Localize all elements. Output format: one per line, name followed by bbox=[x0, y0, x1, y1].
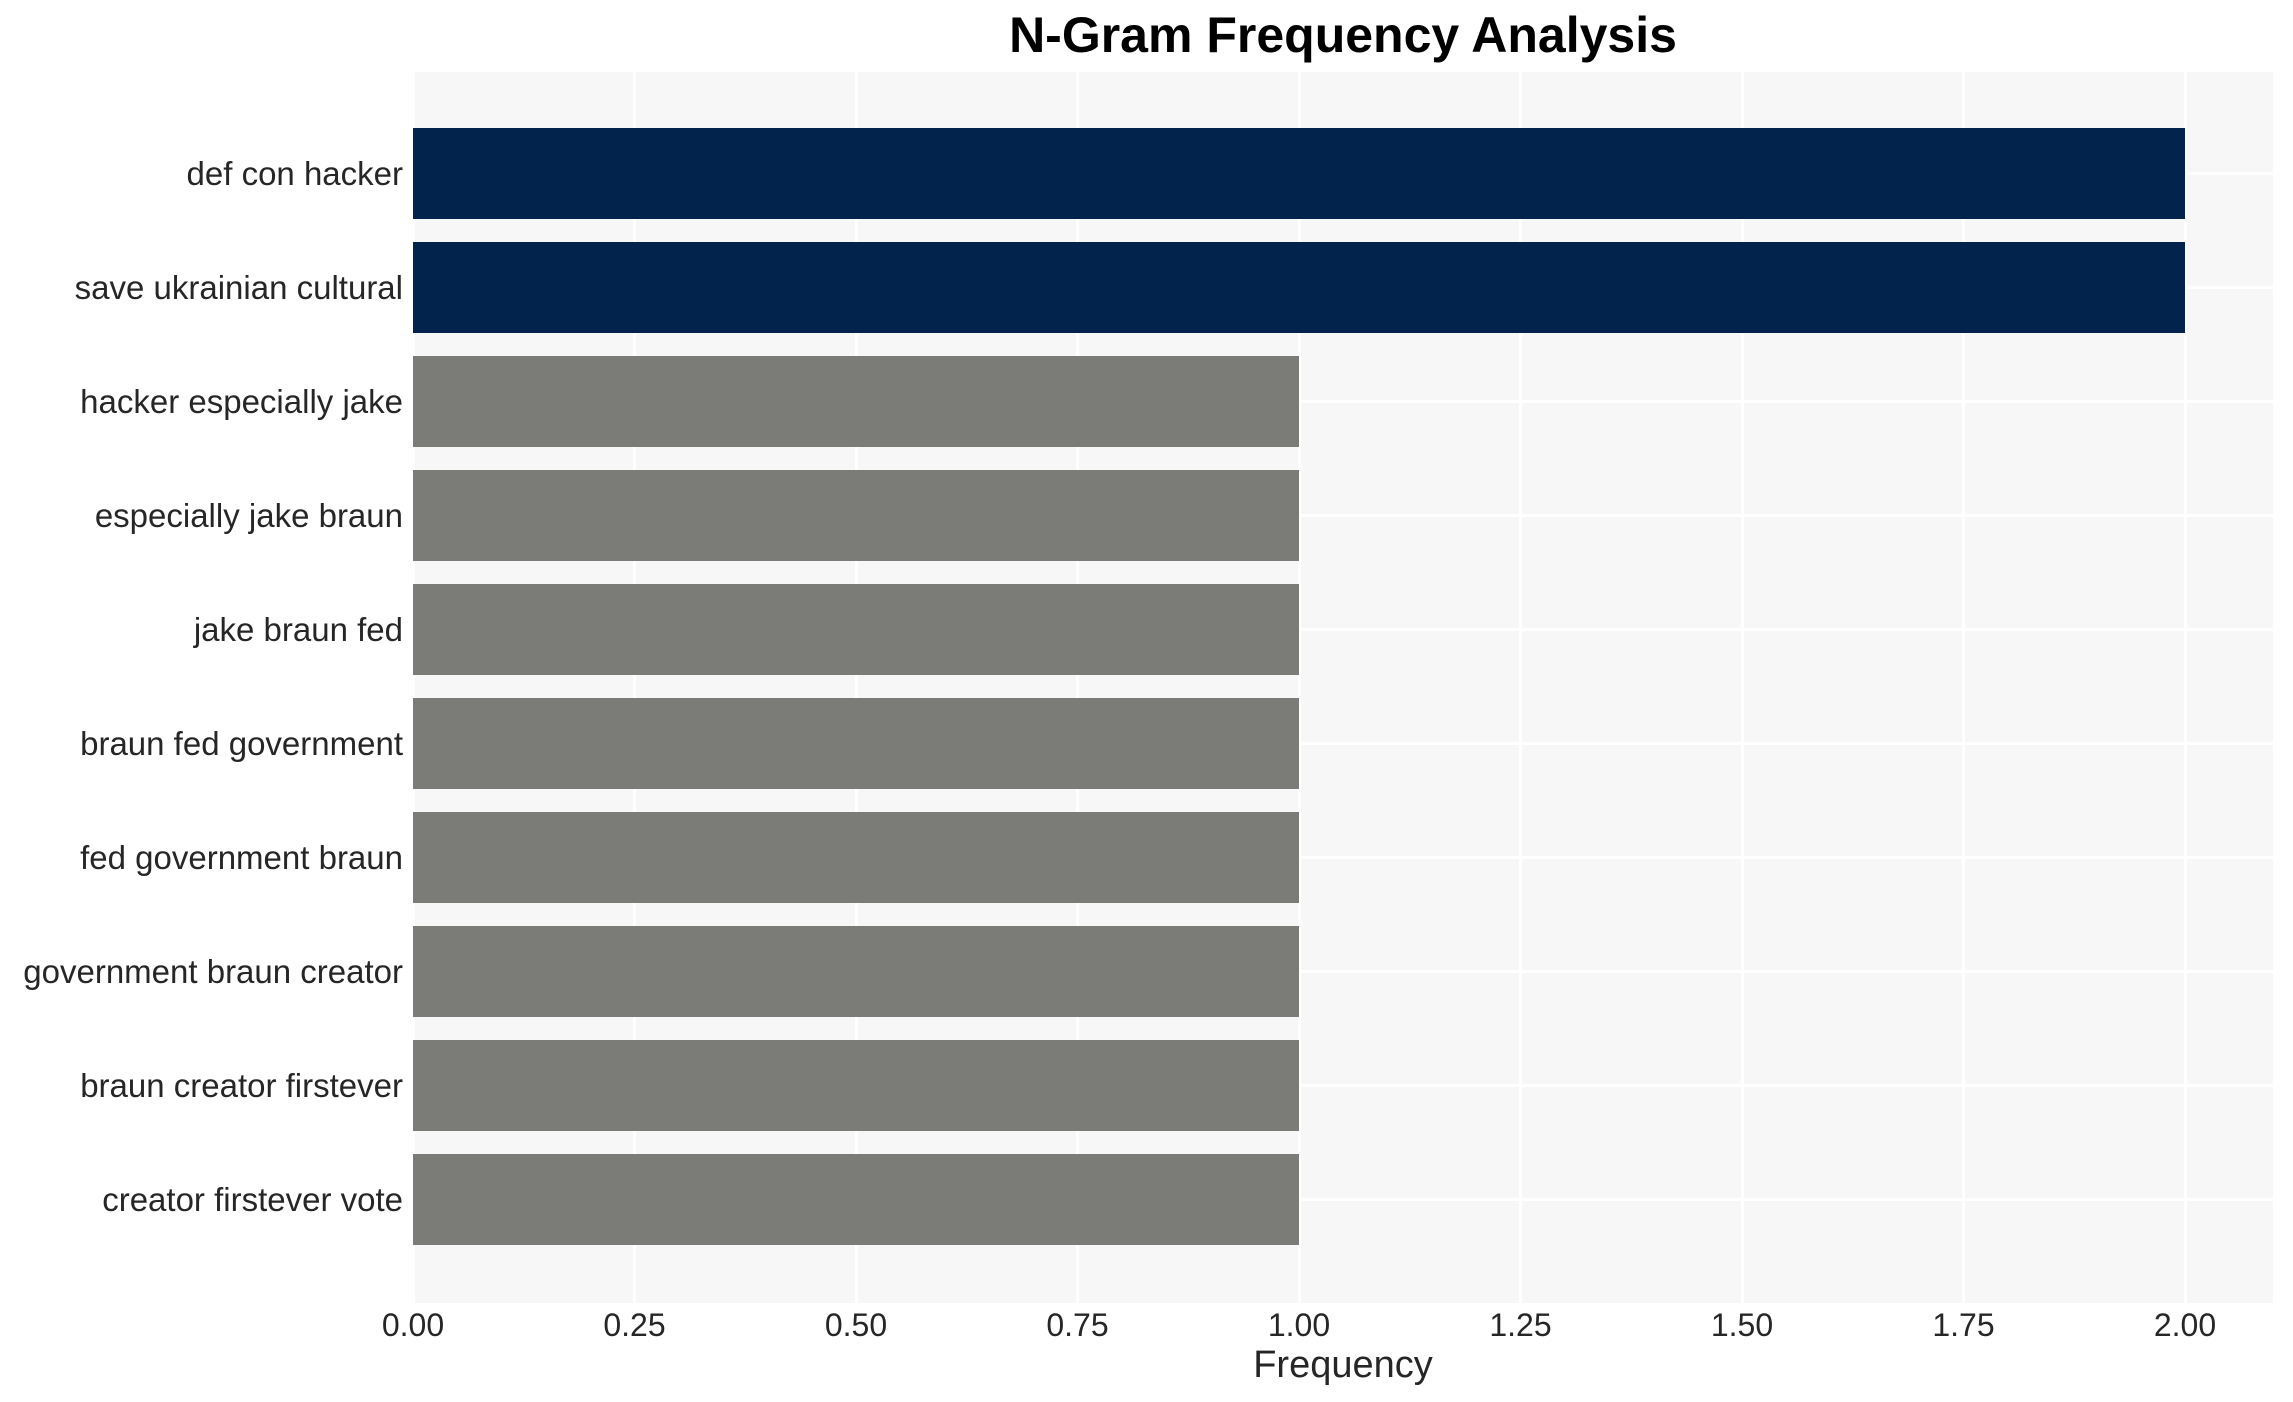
vertical-gridline bbox=[411, 72, 415, 1303]
x-tick-label: 1.50 bbox=[1710, 1307, 1774, 1343]
vertical-gridline bbox=[633, 72, 636, 1303]
bar-def-con-hacker bbox=[413, 128, 2185, 219]
vertical-gridline bbox=[1740, 72, 1744, 1303]
y-tick-label: braun creator firstever bbox=[80, 1066, 403, 1104]
y-tick-label: hacker especially jake bbox=[80, 382, 403, 420]
y-tick-label: especially jake braun bbox=[94, 496, 403, 534]
x-tick-label: 1.75 bbox=[1932, 1307, 1995, 1343]
y-tick-label: braun fed government bbox=[80, 724, 403, 762]
y-tick-label: creator firstever vote bbox=[102, 1180, 403, 1218]
x-tick-label: 2.00 bbox=[2153, 1307, 2217, 1343]
x-tick-label: 1.00 bbox=[1267, 1307, 1331, 1343]
bar-braun-fed-government bbox=[413, 698, 1299, 789]
x-axis-label: Frequency bbox=[1253, 1344, 1433, 1386]
vertical-gridline bbox=[1076, 72, 1079, 1303]
vertical-gridline bbox=[854, 72, 858, 1303]
vertical-gridline bbox=[2183, 72, 2187, 1303]
horizontal-gridline bbox=[413, 400, 2273, 403]
horizontal-gridline bbox=[413, 1084, 2273, 1087]
horizontal-gridline bbox=[413, 628, 2273, 631]
x-tick-label: 0.25 bbox=[603, 1307, 666, 1343]
x-tick-label: 1.25 bbox=[1489, 1307, 1552, 1343]
bar-fed-government-braun bbox=[413, 812, 1299, 903]
x-tick-label: 0.00 bbox=[381, 1307, 445, 1343]
y-tick-label: government braun creator bbox=[23, 952, 403, 990]
y-tick-label: save ukrainian cultural bbox=[74, 268, 403, 306]
horizontal-gridline bbox=[413, 514, 2273, 517]
bar-creator-firstever-vote bbox=[413, 1154, 1299, 1245]
horizontal-gridline bbox=[413, 1198, 2273, 1201]
y-tick-label: def con hacker bbox=[186, 154, 403, 192]
x-tick-label: 0.50 bbox=[824, 1307, 888, 1343]
plot-area bbox=[411, 72, 2273, 1303]
bar-especially-jake-braun bbox=[413, 470, 1299, 561]
horizontal-gridline bbox=[413, 742, 2273, 745]
vertical-gridline bbox=[1519, 72, 1522, 1303]
bar-braun-creator-firstever bbox=[413, 1040, 1299, 1131]
x-tick-label: 0.75 bbox=[1046, 1307, 1109, 1343]
bar-government-braun-creator bbox=[413, 926, 1299, 1017]
bar-save-ukrainian-cultural bbox=[413, 242, 2185, 333]
y-tick-label: fed government braun bbox=[80, 838, 403, 876]
horizontal-gridline bbox=[413, 970, 2273, 973]
bar-jake-braun-fed bbox=[413, 584, 1299, 675]
vertical-gridline bbox=[1297, 72, 1301, 1303]
bar-hacker-especially-jake bbox=[413, 356, 1299, 447]
y-tick-label: jake braun fed bbox=[193, 610, 403, 648]
vertical-gridline bbox=[1962, 72, 1965, 1303]
horizontal-gridline bbox=[413, 856, 2273, 859]
chart-title: N-Gram Frequency Analysis bbox=[1009, 7, 1677, 63]
